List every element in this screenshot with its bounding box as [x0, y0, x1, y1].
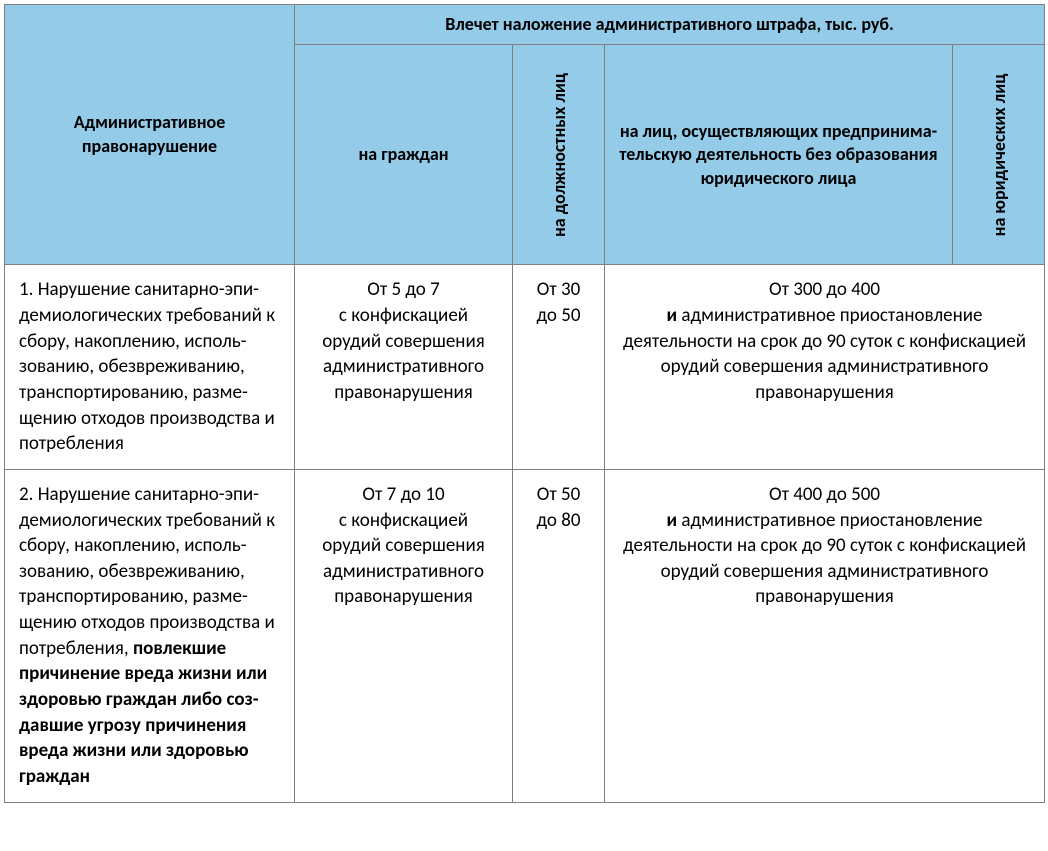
header-row-1: Административное правонарушение Влечет н… — [5, 5, 1045, 45]
table-row: 1. Нарушение санитарно-эпи­демиологическ… — [5, 265, 1045, 469]
header-officials-cell: на должностных лиц — [513, 45, 605, 265]
merged-line1: От 400 до 500 — [619, 482, 1030, 508]
citizens-line1: От 7 до 10 — [309, 482, 498, 508]
header-legal-cell: на юридических лиц — [953, 45, 1045, 265]
header-legal: на юридических лиц — [988, 74, 1010, 237]
header-violation: Административное правонарушение — [5, 5, 295, 265]
cell-violation: 2. Нарушение санитарно-эпи­демиологическ… — [5, 469, 295, 802]
officials-line2: до 50 — [527, 303, 590, 329]
cell-merged: От 400 до 500 и административное приоста… — [605, 469, 1045, 802]
cell-citizens: От 7 до 10 с конфискацией орудий соверше… — [295, 469, 513, 802]
merged-line2-wrap: и административное приостановление деяте… — [619, 303, 1030, 406]
merged-line1: От 300 до 400 — [619, 277, 1030, 303]
cell-merged: От 300 до 400 и административное приоста… — [605, 265, 1045, 469]
officials-line1: От 50 — [527, 482, 590, 508]
cell-violation: 1. Нарушение санитарно-эпи­демиологическ… — [5, 265, 295, 469]
cell-citizens: От 5 до 7 с конфискацией орудий совершен… — [295, 265, 513, 469]
citizens-line2: с конфискацией орудий совершения админис… — [309, 303, 498, 406]
header-entrepreneurs: на лиц, осуществля­ющих предпринима­тель… — [605, 45, 953, 265]
merged-bold: и — [667, 509, 682, 532]
cell-officials: От 30 до 50 — [513, 265, 605, 469]
header-citizens: на граждан — [295, 45, 513, 265]
header-officials: на должностных лиц — [548, 73, 570, 237]
violation-text: 2. Нарушение санитарно-эпи­демиологическ… — [19, 483, 275, 660]
officials-line1: От 30 — [527, 277, 590, 303]
citizens-line1: От 5 до 7 — [309, 277, 498, 303]
fines-table: Административное правонарушение Влечет н… — [4, 4, 1045, 803]
header-span: Влечет наложение административного штраф… — [295, 5, 1045, 45]
officials-line2: до 80 — [527, 508, 590, 534]
merged-line2-wrap: и административное приостановление деяте… — [619, 508, 1030, 611]
violation-text: 1. Нарушение санитарно-эпи­демиологическ… — [19, 278, 275, 455]
merged-line2: административное приостановление деятель… — [623, 509, 1026, 609]
table-row: 2. Нарушение санитарно-эпи­демиологическ… — [5, 469, 1045, 802]
merged-line2: административное приостановление деятель… — [623, 304, 1026, 404]
cell-officials: От 50 до 80 — [513, 469, 605, 802]
merged-bold: и — [667, 304, 682, 327]
citizens-line2: с конфискацией орудий совершения админис… — [309, 508, 498, 611]
